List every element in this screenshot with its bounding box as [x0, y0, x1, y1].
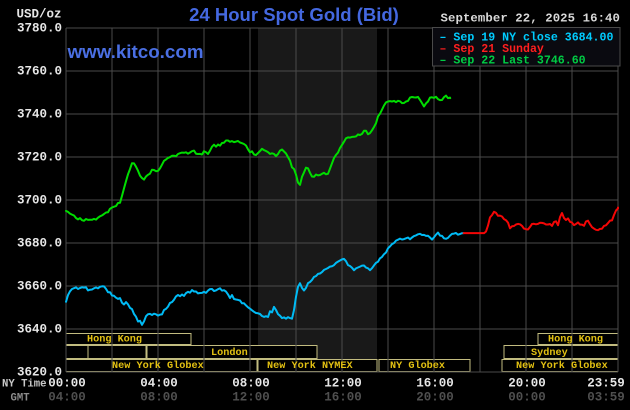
svg-text:16:00: 16:00 [416, 377, 454, 391]
svg-text:3620.0: 3620.0 [17, 366, 62, 380]
svg-text:3700.0: 3700.0 [17, 194, 62, 208]
svg-text:24 Hour Spot Gold (Bid): 24 Hour Spot Gold (Bid) [189, 4, 399, 25]
svg-text:Hong Kong: Hong Kong [548, 335, 603, 346]
svg-text:20:00: 20:00 [416, 391, 454, 405]
svg-text:New York NYMEX: New York NYMEX [267, 360, 353, 372]
svg-text:3680.0: 3680.0 [17, 237, 62, 251]
svg-text:– Sep 22 Last 3746.60: – Sep 22 Last 3746.60 [440, 55, 586, 68]
svg-text:3720.0: 3720.0 [17, 151, 62, 165]
svg-text:NY Globex: NY Globex [390, 360, 445, 372]
svg-text:3660.0: 3660.0 [17, 280, 62, 294]
svg-text:12:00: 12:00 [324, 377, 362, 391]
svg-text:September 22, 2025 16:40: September 22, 2025 16:40 [441, 12, 621, 26]
svg-text:www.kitco.com: www.kitco.com [67, 41, 204, 62]
svg-text:– Sep 19 NY close 3684.00: – Sep 19 NY close 3684.00 [440, 32, 614, 45]
svg-text:03:59: 03:59 [587, 391, 625, 405]
svg-text:London: London [211, 347, 248, 359]
svg-text:NY Time: NY Time [2, 379, 47, 391]
svg-text:3740.0: 3740.0 [17, 108, 62, 122]
svg-text:New York Globex: New York Globex [516, 360, 608, 372]
svg-text:04:00: 04:00 [140, 377, 178, 391]
svg-text:3760.0: 3760.0 [17, 65, 62, 79]
svg-text:Sydney: Sydney [531, 347, 568, 359]
svg-text:20:00: 20:00 [508, 377, 546, 391]
svg-text:04:00: 04:00 [48, 391, 86, 405]
svg-text:3640.0: 3640.0 [17, 323, 62, 337]
svg-text:16:00: 16:00 [324, 391, 362, 405]
svg-text:– Sep 21 Sunday: – Sep 21 Sunday [440, 43, 544, 56]
svg-text:3780.0: 3780.0 [17, 22, 62, 36]
svg-text:08:00: 08:00 [140, 391, 178, 405]
svg-text:23:59: 23:59 [587, 377, 625, 391]
svg-text:GMT: GMT [11, 393, 31, 405]
svg-text:Hong Kong: Hong Kong [87, 335, 142, 346]
svg-text:New York Globex: New York Globex [112, 360, 204, 372]
svg-text:12:00: 12:00 [232, 391, 270, 405]
svg-text:00:00: 00:00 [48, 377, 86, 391]
svg-text:08:00: 08:00 [232, 377, 270, 391]
svg-text:USD/oz: USD/oz [17, 7, 62, 21]
svg-text:00:00: 00:00 [508, 391, 546, 405]
